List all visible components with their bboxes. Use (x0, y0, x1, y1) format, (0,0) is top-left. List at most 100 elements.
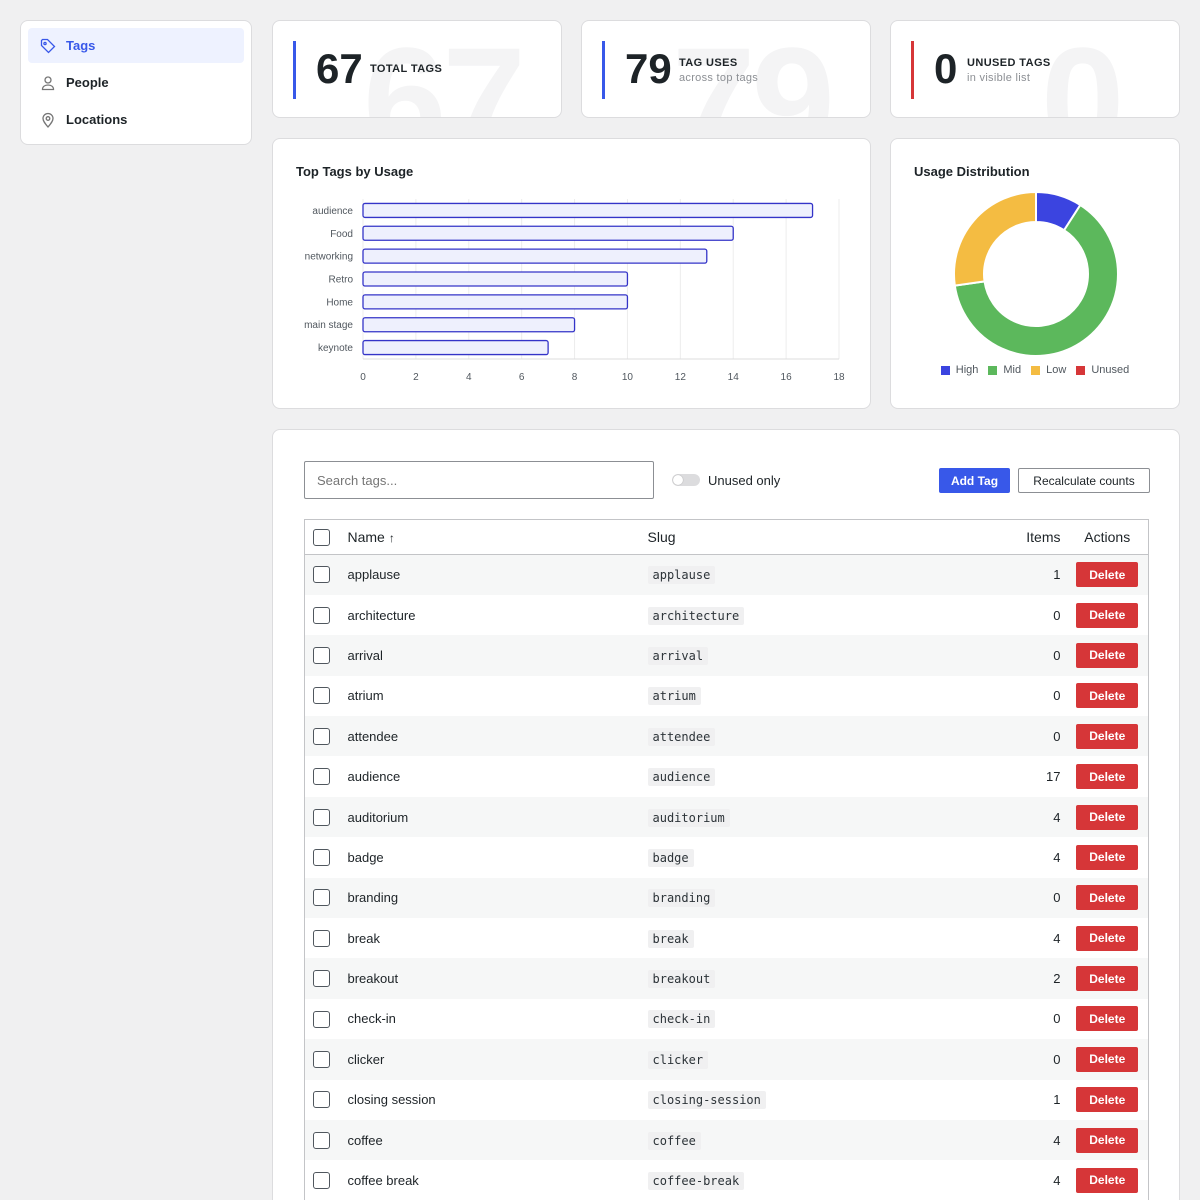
tag-name: architecture (347, 607, 416, 623)
x-tick-label: 2 (413, 372, 419, 383)
tag-slug: applause (647, 566, 716, 585)
tag-slug: badge (647, 848, 694, 867)
tag-slug: attendee (647, 727, 716, 746)
row-checkbox[interactable] (313, 1171, 330, 1189)
sidebar-item-tags[interactable]: Tags (28, 28, 244, 63)
row-checkbox[interactable] (313, 1091, 330, 1109)
legend-label: Low (1046, 364, 1067, 376)
delete-button[interactable]: Delete (1076, 764, 1139, 790)
sidebar-item-locations[interactable]: Locations (28, 102, 244, 137)
tag-slug: coffee (647, 1131, 701, 1150)
item-count: 0 (1053, 688, 1061, 704)
sidebar-item-people[interactable]: People (28, 65, 244, 100)
actions-cell: Delete (1067, 635, 1149, 675)
column-header-name[interactable]: Name ↑ (340, 520, 647, 555)
donut-slice-mid (953, 203, 1119, 357)
y-tick-label: Retro (329, 275, 354, 286)
tag-name: coffee (347, 1132, 383, 1148)
actions-cell: Delete (1067, 716, 1149, 756)
delete-button[interactable]: Delete (1076, 966, 1139, 992)
item-count: 4 (1053, 1172, 1061, 1188)
row-checkbox[interactable] (313, 1131, 330, 1149)
row-checkbox[interactable] (313, 889, 330, 907)
stat-card-total-tags: 67 67 TOTAL TAGS (272, 20, 562, 118)
delete-button[interactable]: Delete (1076, 1046, 1139, 1072)
unused-only-toggle[interactable] (672, 474, 700, 486)
donut-chart (953, 190, 1119, 357)
delete-button[interactable]: Delete (1076, 683, 1139, 709)
stat-label: UNUSED TAGS (967, 57, 1051, 69)
y-tick-label: keynote (318, 343, 353, 354)
slug-cell: badge (647, 837, 997, 877)
row-checkbox[interactable] (313, 606, 330, 624)
slug-cell: coffee (647, 1120, 997, 1160)
legend-item: Low (1031, 364, 1066, 376)
stat-card-tag-uses: 79 79 TAG USES across top tags (581, 20, 871, 118)
row-checkbox[interactable] (313, 687, 330, 705)
delete-button[interactable]: Delete (1076, 804, 1139, 830)
select-all-checkbox[interactable] (313, 528, 330, 546)
row-checkbox[interactable] (313, 1010, 330, 1028)
sidebar-item-label: People (66, 75, 109, 90)
x-tick-label: 18 (833, 372, 845, 383)
delete-button[interactable]: Delete (1076, 1127, 1139, 1153)
delete-button[interactable]: Delete (1076, 925, 1139, 951)
row-checkbox[interactable] (313, 566, 330, 584)
row-checkbox[interactable] (313, 1050, 330, 1068)
delete-button[interactable]: Delete (1076, 1167, 1139, 1193)
item-count: 17 (1046, 769, 1061, 785)
row-checkbox[interactable] (313, 647, 330, 664)
x-tick-label: 12 (675, 372, 687, 383)
tag-name: applause (347, 567, 401, 583)
slug-cell: applause (647, 555, 997, 595)
delete-button[interactable]: Delete (1076, 885, 1139, 911)
stat-ghost-number: 79 (672, 20, 835, 118)
y-tick-label: networking (305, 252, 353, 263)
row-checkbox[interactable] (313, 768, 330, 786)
chart-legend: High Mid Low Unused (891, 364, 1179, 376)
recalculate-counts-button[interactable]: Recalculate counts (1018, 468, 1150, 493)
row-checkbox[interactable] (313, 808, 330, 826)
item-count: 4 (1053, 1132, 1061, 1148)
delete-button[interactable]: Delete (1076, 602, 1139, 628)
search-input[interactable] (304, 461, 654, 499)
sidebar-item-label: Tags (66, 38, 96, 53)
slug-cell: coffee-break (647, 1160, 997, 1200)
delete-button[interactable]: Delete (1076, 844, 1139, 870)
tags-table: Name ↑ Slug Items Actions applause applaus… (304, 519, 1149, 1200)
x-tick-label: 0 (360, 372, 366, 383)
row-checkbox[interactable] (313, 929, 330, 947)
actions-cell: Delete (1067, 555, 1149, 595)
tag-name: breakout (347, 971, 399, 987)
item-count: 2 (1053, 971, 1061, 987)
actions-cell: Delete (1067, 797, 1149, 837)
table-row: coffee coffee 4 Delete (304, 1119, 1149, 1161)
table-row: clicker clicker 0 Delete (304, 1039, 1149, 1080)
bar-chart: 0 2 4 6 8 10 12 14 16 18 audience Food networking Ret… (304, 199, 845, 383)
delete-button[interactable]: Delete (1076, 723, 1139, 749)
legend-label: Mid (1003, 364, 1022, 376)
x-tick-label: 8 (572, 372, 578, 383)
stat-card-unused-tags: 0 0 UNUSED TAGS in visible list (890, 20, 1180, 118)
unused-only-label: Unused only (708, 473, 781, 488)
delete-button[interactable]: Delete (1076, 1006, 1139, 1032)
tag-slug: arrival (647, 646, 709, 665)
sidebar: Tags People Locations (20, 20, 252, 145)
table-header-row: Name ↑ Slug Items Actions (304, 520, 1149, 555)
bar-chart-card: Top Tags by Usage 0 2 4 6 8 10 12 14 16 18 audienc… (272, 138, 871, 409)
tag-name: closing session (347, 1092, 436, 1108)
table-row: architecture architecture 0 Delete (304, 594, 1149, 636)
row-checkbox[interactable] (313, 727, 330, 745)
stat-accent-bar (602, 41, 605, 99)
tag-slug: audience (647, 768, 716, 787)
row-checkbox[interactable] (313, 848, 330, 866)
tag-name: check-in (347, 1011, 396, 1027)
tag-slug: atrium (647, 687, 701, 706)
table-row: badge badge 4 Delete (304, 837, 1149, 878)
row-checkbox[interactable] (313, 970, 330, 988)
delete-button[interactable]: Delete (1076, 1087, 1139, 1113)
delete-button[interactable]: Delete (1076, 562, 1139, 588)
delete-button[interactable]: Delete (1076, 642, 1139, 668)
add-tag-button[interactable]: Add Tag (939, 468, 1010, 493)
tag-slug: coffee-break (647, 1171, 745, 1190)
